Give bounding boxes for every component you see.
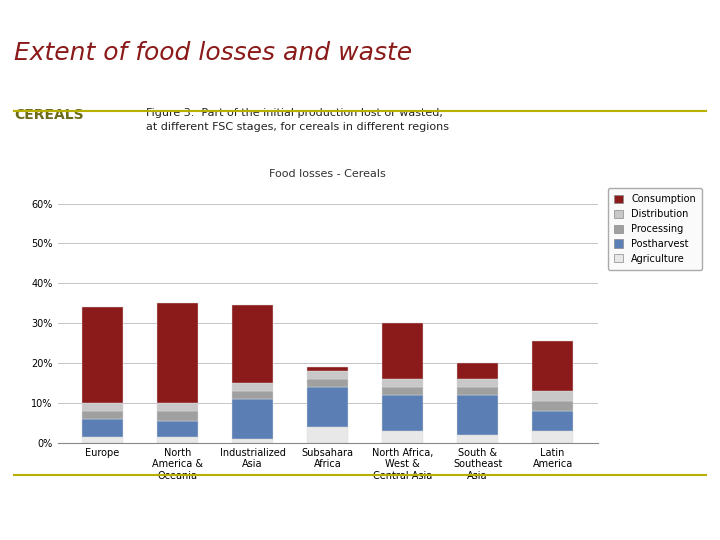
Bar [157,403,198,411]
Bar [307,371,348,379]
Bar [382,323,423,379]
Bar [457,363,498,379]
Bar [232,391,273,399]
Bar [382,379,423,387]
Bar [157,421,198,437]
Bar [532,341,573,391]
Title: Food losses - Cereals: Food losses - Cereals [269,168,386,179]
Bar [307,379,348,387]
Bar [532,401,573,411]
Bar [82,403,123,411]
Bar [532,431,573,443]
Bar [157,303,198,403]
Bar [232,439,273,443]
Bar [382,395,423,431]
Bar [457,387,498,395]
Bar [82,411,123,419]
Text: Figure 3.  Part of the initial production lost or wasted,
at different FSC stage: Figure 3. Part of the initial production… [145,108,449,132]
Bar [157,411,198,421]
Bar [82,419,123,437]
Bar [232,383,273,391]
Bar [532,411,573,431]
Bar [307,427,348,443]
Bar [232,399,273,439]
Text: CEREALS: CEREALS [14,108,84,122]
Text: Extent of food losses and waste: Extent of food losses and waste [14,40,413,64]
Bar [82,437,123,443]
Bar [307,387,348,427]
Bar [457,435,498,443]
Bar [457,395,498,435]
Bar [382,431,423,443]
Bar [157,437,198,443]
Bar [382,387,423,395]
Bar [82,307,123,403]
Bar [232,305,273,383]
Legend: Consumption, Distribution, Processing, Postharvest, Agriculture: Consumption, Distribution, Processing, P… [608,188,702,269]
Bar [532,391,573,401]
Bar [457,379,498,387]
Bar [307,367,348,371]
